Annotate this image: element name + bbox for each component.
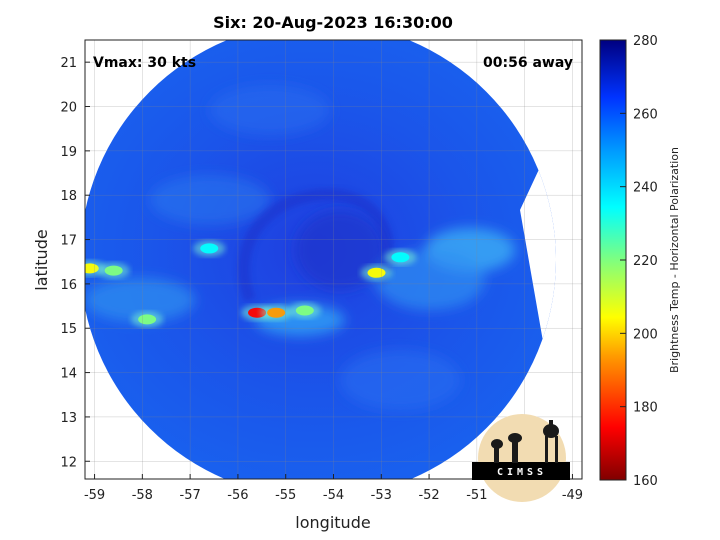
- colorbar-tick-label: 180: [633, 401, 658, 416]
- x-tick-label: -49: [562, 488, 583, 503]
- x-tick-label: -56: [227, 488, 248, 503]
- x-axis-label: longitude: [295, 513, 370, 532]
- convective-cell: [138, 314, 157, 325]
- colorbar-tick-label: 280: [633, 34, 658, 49]
- y-tick-label: 19: [60, 145, 77, 160]
- x-tick-label: -57: [180, 488, 201, 503]
- vmax-annotation: Vmax: 30 kts: [93, 55, 196, 71]
- colorbar-tick-labels: 160 180 200 220 240 260 280: [620, 34, 658, 489]
- convective-cell: [200, 243, 219, 254]
- convective-cell: [367, 267, 386, 278]
- x-tick-label: -51: [466, 488, 487, 503]
- colorbar-tick-label: 240: [633, 181, 658, 196]
- colorbar-tick-label: 220: [633, 254, 658, 269]
- convective-cell: [391, 252, 410, 263]
- x-tick-label: -59: [84, 488, 105, 503]
- x-tick-label: -53: [371, 488, 392, 503]
- convective-cell: [295, 305, 314, 316]
- y-tick-label: 15: [60, 322, 77, 337]
- cimss-logo: CIMSS: [472, 414, 570, 502]
- convective-cell: [85, 263, 99, 274]
- y-tick-label: 14: [60, 367, 77, 382]
- convective-cell: [104, 265, 123, 276]
- y-tick-label: 20: [60, 101, 77, 116]
- y-tick-label: 18: [60, 189, 77, 204]
- colorbar-label: Brightness Temp - Horizontal Polarizatio…: [668, 147, 681, 373]
- x-tick-label: -52: [418, 488, 439, 503]
- y-tick-label: 17: [60, 234, 77, 249]
- colorbar: 160 180 200 220 240 260 280 Brightness Temp - …: [599, 34, 681, 489]
- x-tick-label: -54: [323, 488, 344, 503]
- cimss-logo-text: CIMSS: [497, 467, 547, 478]
- swath-image: [85, 40, 556, 479]
- colorbar-tick-label: 260: [633, 107, 658, 122]
- time-away-annotation: 00:56 away: [483, 55, 573, 71]
- y-tick-label: 12: [60, 455, 77, 470]
- colorbar-tick-label: 200: [633, 327, 658, 342]
- y-axis-label: latitude: [32, 229, 51, 290]
- y-tick-label: 21: [60, 56, 77, 71]
- x-tick-label: -58: [132, 488, 153, 503]
- x-tick-label: -55: [275, 488, 296, 503]
- y-tick-label: 13: [60, 411, 77, 426]
- convective-cell: [267, 307, 286, 318]
- y-tick-label: 16: [60, 278, 77, 293]
- plot-border: [84, 39, 583, 480]
- colorbar-tick-label: 160: [633, 474, 658, 489]
- chart-title: Six: 20-Aug-2023 16:30:00: [213, 13, 453, 32]
- y-tick-labels: 12 13 14 15 16 17 18 19 20 21: [60, 56, 77, 470]
- convective-cells: [85, 240, 417, 328]
- grid-lines: [85, 40, 582, 479]
